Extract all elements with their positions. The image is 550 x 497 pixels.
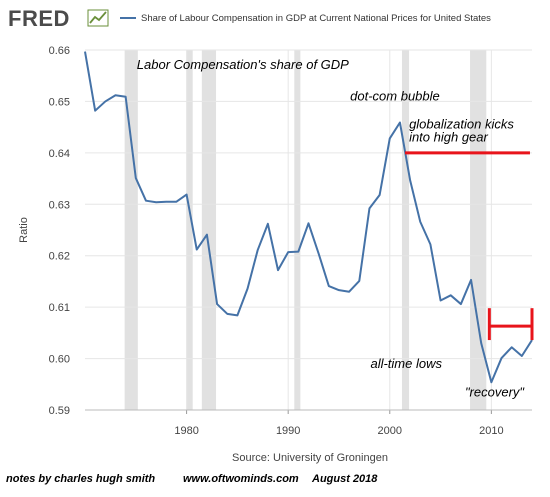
recession-band	[294, 50, 301, 410]
y-tick-label: 0.66	[49, 45, 70, 57]
x-tick-label: 1980	[174, 425, 198, 437]
y-tick-label: 0.65	[49, 96, 70, 108]
recession-band	[186, 50, 193, 410]
chart-annotation: "recovery"	[465, 385, 525, 400]
x-tick-label: 1990	[276, 425, 300, 437]
footer-notes: notes by charles hugh smith	[6, 473, 155, 485]
chart-annotation: globalization kicks	[409, 117, 514, 132]
legend-label: Share of Labour Compensation in GDP at C…	[141, 13, 491, 24]
series-line	[84, 51, 533, 384]
fred-logo-text: FRED	[8, 6, 70, 31]
recession-band	[470, 50, 487, 410]
y-tick-label: 0.59	[49, 405, 70, 417]
footer: notes by charles hugh smith www.oftwomin…	[6, 473, 378, 485]
y-tick-label: 0.62	[49, 251, 70, 263]
chart-annotation: Labor Compensation's share of GDP	[137, 57, 349, 72]
y-tick-label: 0.64	[49, 148, 70, 160]
y-axis-label: Ratio	[18, 217, 30, 243]
footer-site: www.oftwominds.com	[183, 473, 299, 485]
fred-logo-icon	[87, 9, 109, 27]
x-tick-label: 2010	[479, 425, 503, 437]
chart-annotation: all-time lows	[370, 356, 442, 371]
recession-band	[401, 50, 410, 410]
chart-annotation: into high gear	[409, 130, 488, 145]
chart-annotation: dot-com bubble	[350, 88, 440, 103]
x-tick-label: 2000	[378, 425, 402, 437]
footer-date: August 2018	[311, 473, 378, 485]
header: FRED Share of Labour Compensation in GDP…	[8, 6, 491, 31]
y-tick-label: 0.63	[49, 199, 70, 211]
y-tick-label: 0.61	[49, 302, 70, 314]
recession-band	[201, 50, 217, 410]
y-tick-label: 0.60	[49, 354, 70, 366]
plot-area: 0.59 0.60 0.61 0.62 0.63 0.64 0.65 0.66 1980 1990…	[49, 45, 534, 437]
recession-band	[124, 50, 138, 410]
source-label: Source: University of Groningen	[232, 452, 388, 464]
